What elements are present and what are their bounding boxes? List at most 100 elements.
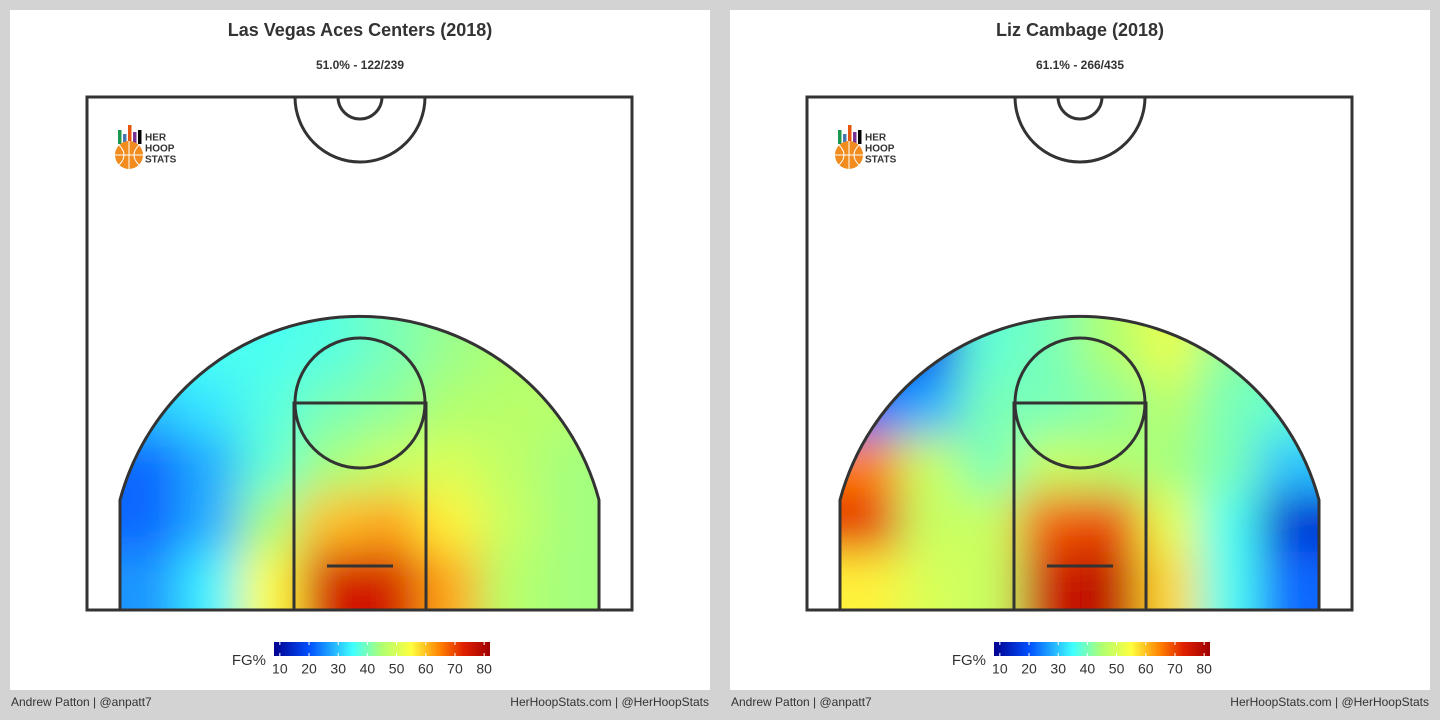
heat-cell bbox=[419, 434, 481, 495]
logo-bar bbox=[858, 130, 862, 144]
free-throw-circle bbox=[1013, 336, 1147, 470]
heat-cell bbox=[359, 316, 421, 378]
heatmap bbox=[120, 316, 599, 610]
colorbar-tick-label: 50 bbox=[1109, 661, 1125, 677]
heat-cell bbox=[1019, 316, 1081, 378]
heat-cell bbox=[479, 493, 541, 553]
colorbar-tick-label: 40 bbox=[1080, 661, 1096, 677]
heat-cell bbox=[1079, 376, 1141, 436]
heat-cell bbox=[899, 434, 961, 495]
heat-cell bbox=[1139, 376, 1201, 436]
heat-cell bbox=[1079, 493, 1141, 553]
logo-text: STATS bbox=[145, 155, 177, 166]
logo-text: HOOP bbox=[145, 144, 175, 155]
heat-cell bbox=[419, 376, 481, 436]
heat-cell bbox=[959, 376, 1021, 436]
heat-cell bbox=[419, 551, 481, 610]
heat-cell bbox=[899, 493, 961, 553]
heat-cell bbox=[299, 493, 361, 553]
heat-cell bbox=[840, 551, 901, 610]
colorbar-tick-label: 70 bbox=[447, 661, 463, 677]
logo-text: HER bbox=[865, 133, 887, 144]
colorbar-tick-label: 60 bbox=[418, 661, 434, 677]
logo-bar bbox=[843, 134, 847, 144]
heat-cell bbox=[419, 493, 481, 553]
logo-bar bbox=[118, 130, 122, 144]
center-circle-inner bbox=[336, 96, 384, 121]
colorbar-tick-label: 30 bbox=[330, 661, 346, 677]
chart-title: Liz Cambage (2018) bbox=[996, 20, 1164, 40]
logo-ball-lines bbox=[115, 141, 143, 169]
lane bbox=[292, 401, 428, 612]
heat-cell bbox=[1139, 434, 1201, 495]
center-circle bbox=[1013, 96, 1147, 164]
colorbar-tick-label: 80 bbox=[1196, 661, 1212, 677]
colorbar-tick-label: 60 bbox=[1138, 661, 1154, 677]
heat-cell bbox=[359, 376, 421, 436]
logo-bar bbox=[853, 132, 857, 144]
heat-cell bbox=[1139, 551, 1201, 610]
heat-cell bbox=[239, 551, 301, 610]
panel: Liz Cambage (2018) 61.1% - 266/435 HERHOOP… bbox=[730, 10, 1430, 709]
colorbar-tick-label: 10 bbox=[992, 661, 1008, 677]
heat-cell bbox=[1199, 434, 1261, 495]
logo-bar bbox=[848, 125, 852, 144]
credit-left: Andrew Patton | @anpatt7 bbox=[731, 695, 872, 709]
heat-cell bbox=[539, 493, 599, 553]
center-circle-inner bbox=[1056, 96, 1104, 121]
colorbar-tick-label: 40 bbox=[360, 661, 376, 677]
credit-right: HerHoopStats.com | @HerHoopStats bbox=[510, 695, 709, 709]
heat-cells bbox=[120, 316, 599, 610]
lane bbox=[1012, 401, 1148, 612]
colorbar-label: FG% bbox=[952, 652, 986, 669]
logo-bar bbox=[123, 134, 127, 144]
logo-bar bbox=[838, 130, 842, 144]
logo-text: HER bbox=[145, 133, 167, 144]
heat-cell bbox=[539, 551, 599, 610]
heat-cell bbox=[179, 493, 241, 553]
heat-cell bbox=[899, 376, 961, 436]
logo-text: STATS bbox=[865, 155, 897, 166]
free-throw-circle bbox=[293, 336, 427, 470]
colorbar-tick-label: 70 bbox=[1167, 661, 1183, 677]
colorbar-tick-label: 20 bbox=[301, 661, 317, 677]
colorbar-label: FG% bbox=[232, 652, 266, 669]
heat-cell bbox=[179, 376, 241, 436]
heat-cell bbox=[239, 434, 301, 495]
heat-cell bbox=[1199, 493, 1261, 553]
panel: Las Vegas Aces Centers (2018) 51.0% - 122… bbox=[10, 10, 710, 709]
chart-title: Las Vegas Aces Centers (2018) bbox=[228, 20, 492, 40]
colorbar-tick-label: 80 bbox=[476, 661, 492, 677]
heat-cell bbox=[840, 493, 901, 553]
chart-subtitle: 51.0% - 122/239 bbox=[316, 58, 404, 72]
heat-cell bbox=[959, 493, 1021, 553]
heat-cell bbox=[1019, 551, 1081, 610]
heat-cell bbox=[299, 316, 361, 378]
logo-bar bbox=[133, 132, 137, 144]
heat-cell bbox=[179, 551, 241, 610]
colorbar bbox=[994, 642, 1210, 656]
heat-cell bbox=[479, 434, 541, 495]
credit-right: HerHoopStats.com | @HerHoopStats bbox=[1230, 695, 1429, 709]
logo-bar bbox=[138, 130, 142, 144]
heat-cell bbox=[239, 493, 301, 553]
heat-cell bbox=[1259, 493, 1319, 553]
colorbar-tick-label: 10 bbox=[272, 661, 288, 677]
heat-cell bbox=[959, 434, 1021, 495]
heat-cell bbox=[299, 376, 361, 436]
heat-cell bbox=[1199, 551, 1261, 610]
heat-cell bbox=[1079, 551, 1141, 610]
heat-cell bbox=[359, 551, 421, 610]
heat-cell bbox=[120, 551, 181, 610]
heat-cell bbox=[299, 551, 361, 610]
heat-cell bbox=[359, 493, 421, 553]
logo-text: HOOP bbox=[865, 144, 895, 155]
colorbar bbox=[274, 642, 490, 656]
heat-cell bbox=[1259, 551, 1319, 610]
heat-cell bbox=[1019, 376, 1081, 436]
heat-cell bbox=[1079, 316, 1141, 378]
three-point-line bbox=[118, 314, 601, 610]
heat-cell bbox=[120, 493, 181, 553]
